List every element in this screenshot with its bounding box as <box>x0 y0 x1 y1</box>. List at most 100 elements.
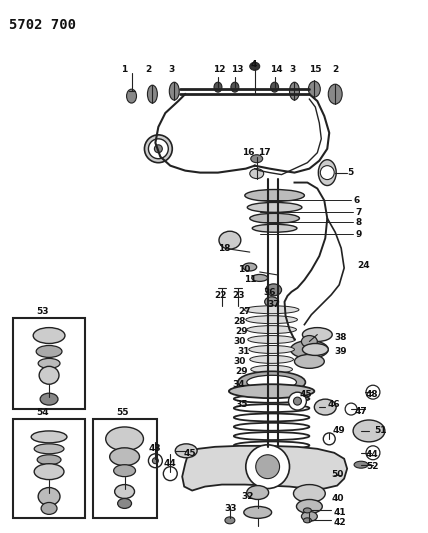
Ellipse shape <box>34 464 64 480</box>
Text: 5: 5 <box>347 168 354 177</box>
Text: 37: 37 <box>268 300 280 309</box>
Ellipse shape <box>38 358 60 368</box>
Ellipse shape <box>219 231 241 249</box>
Ellipse shape <box>309 81 320 97</box>
Ellipse shape <box>41 503 57 514</box>
Ellipse shape <box>37 455 61 465</box>
Ellipse shape <box>289 82 300 100</box>
Text: 55: 55 <box>117 408 129 417</box>
Circle shape <box>155 145 162 153</box>
Circle shape <box>149 139 168 159</box>
Text: 38: 38 <box>334 333 347 342</box>
Ellipse shape <box>214 82 222 92</box>
Text: 53: 53 <box>36 307 49 316</box>
Text: 30: 30 <box>233 337 245 346</box>
Text: 44: 44 <box>163 459 176 468</box>
Text: 14: 14 <box>270 65 282 74</box>
Ellipse shape <box>303 508 311 513</box>
Ellipse shape <box>127 89 137 103</box>
Polygon shape <box>182 446 347 490</box>
Ellipse shape <box>145 135 172 163</box>
Circle shape <box>366 385 380 399</box>
Circle shape <box>320 166 334 180</box>
Text: 9: 9 <box>355 230 362 239</box>
Text: 2: 2 <box>332 65 339 74</box>
Text: 35: 35 <box>236 400 248 409</box>
Text: 12: 12 <box>213 65 226 74</box>
Text: 10: 10 <box>238 265 250 274</box>
Text: 47: 47 <box>354 407 367 416</box>
Text: 2: 2 <box>146 65 152 74</box>
Circle shape <box>288 392 306 410</box>
Ellipse shape <box>353 420 385 442</box>
Text: 51: 51 <box>374 426 386 435</box>
Ellipse shape <box>294 354 324 368</box>
Ellipse shape <box>251 155 263 163</box>
Ellipse shape <box>169 82 179 100</box>
Text: 28: 28 <box>233 317 245 326</box>
Ellipse shape <box>249 345 294 353</box>
Circle shape <box>345 403 357 415</box>
Ellipse shape <box>40 393 58 405</box>
Ellipse shape <box>110 448 140 466</box>
Text: 40: 40 <box>331 494 344 503</box>
Text: 22: 22 <box>214 292 226 300</box>
Ellipse shape <box>36 345 62 358</box>
Ellipse shape <box>252 274 268 281</box>
Ellipse shape <box>39 366 59 384</box>
Text: 45: 45 <box>183 449 196 458</box>
Text: 36: 36 <box>264 288 276 297</box>
Ellipse shape <box>250 213 300 223</box>
Ellipse shape <box>265 297 279 306</box>
Ellipse shape <box>248 336 295 343</box>
Text: 39: 39 <box>334 347 347 356</box>
Ellipse shape <box>33 328 65 343</box>
Text: 49: 49 <box>332 426 345 435</box>
Text: 1: 1 <box>121 65 127 74</box>
Text: 48: 48 <box>366 390 379 399</box>
Text: 52: 52 <box>366 462 378 471</box>
Text: 18: 18 <box>218 244 230 253</box>
Ellipse shape <box>354 461 368 468</box>
Ellipse shape <box>231 82 239 92</box>
Text: 34: 34 <box>232 379 244 389</box>
Ellipse shape <box>118 498 131 508</box>
Text: 29: 29 <box>235 327 247 336</box>
Ellipse shape <box>225 517 235 524</box>
Circle shape <box>152 458 158 464</box>
Ellipse shape <box>247 326 297 334</box>
Ellipse shape <box>238 372 306 393</box>
Bar <box>93 419 158 519</box>
Ellipse shape <box>106 427 143 451</box>
Ellipse shape <box>246 316 297 324</box>
Circle shape <box>294 397 301 405</box>
Ellipse shape <box>328 84 342 104</box>
Ellipse shape <box>250 356 294 364</box>
Text: 3: 3 <box>289 65 296 74</box>
Ellipse shape <box>314 399 336 415</box>
Text: 27: 27 <box>238 307 250 316</box>
Circle shape <box>246 445 289 489</box>
Circle shape <box>163 467 177 481</box>
Ellipse shape <box>252 224 297 232</box>
Ellipse shape <box>244 306 299 314</box>
Ellipse shape <box>301 336 317 348</box>
Ellipse shape <box>250 62 260 70</box>
Text: 6: 6 <box>353 196 360 205</box>
Ellipse shape <box>303 328 332 342</box>
Text: 23: 23 <box>232 292 244 300</box>
Ellipse shape <box>291 341 328 358</box>
Text: 32: 32 <box>242 492 254 501</box>
Ellipse shape <box>147 85 158 103</box>
Bar <box>13 318 85 409</box>
Ellipse shape <box>303 343 328 356</box>
Text: 42: 42 <box>333 518 346 527</box>
Ellipse shape <box>303 518 311 523</box>
Ellipse shape <box>297 499 322 513</box>
Text: 33: 33 <box>224 504 236 513</box>
Ellipse shape <box>301 511 317 521</box>
Ellipse shape <box>294 484 325 503</box>
Text: 16: 16 <box>242 148 254 157</box>
Ellipse shape <box>38 488 60 505</box>
Text: 45: 45 <box>300 390 312 399</box>
